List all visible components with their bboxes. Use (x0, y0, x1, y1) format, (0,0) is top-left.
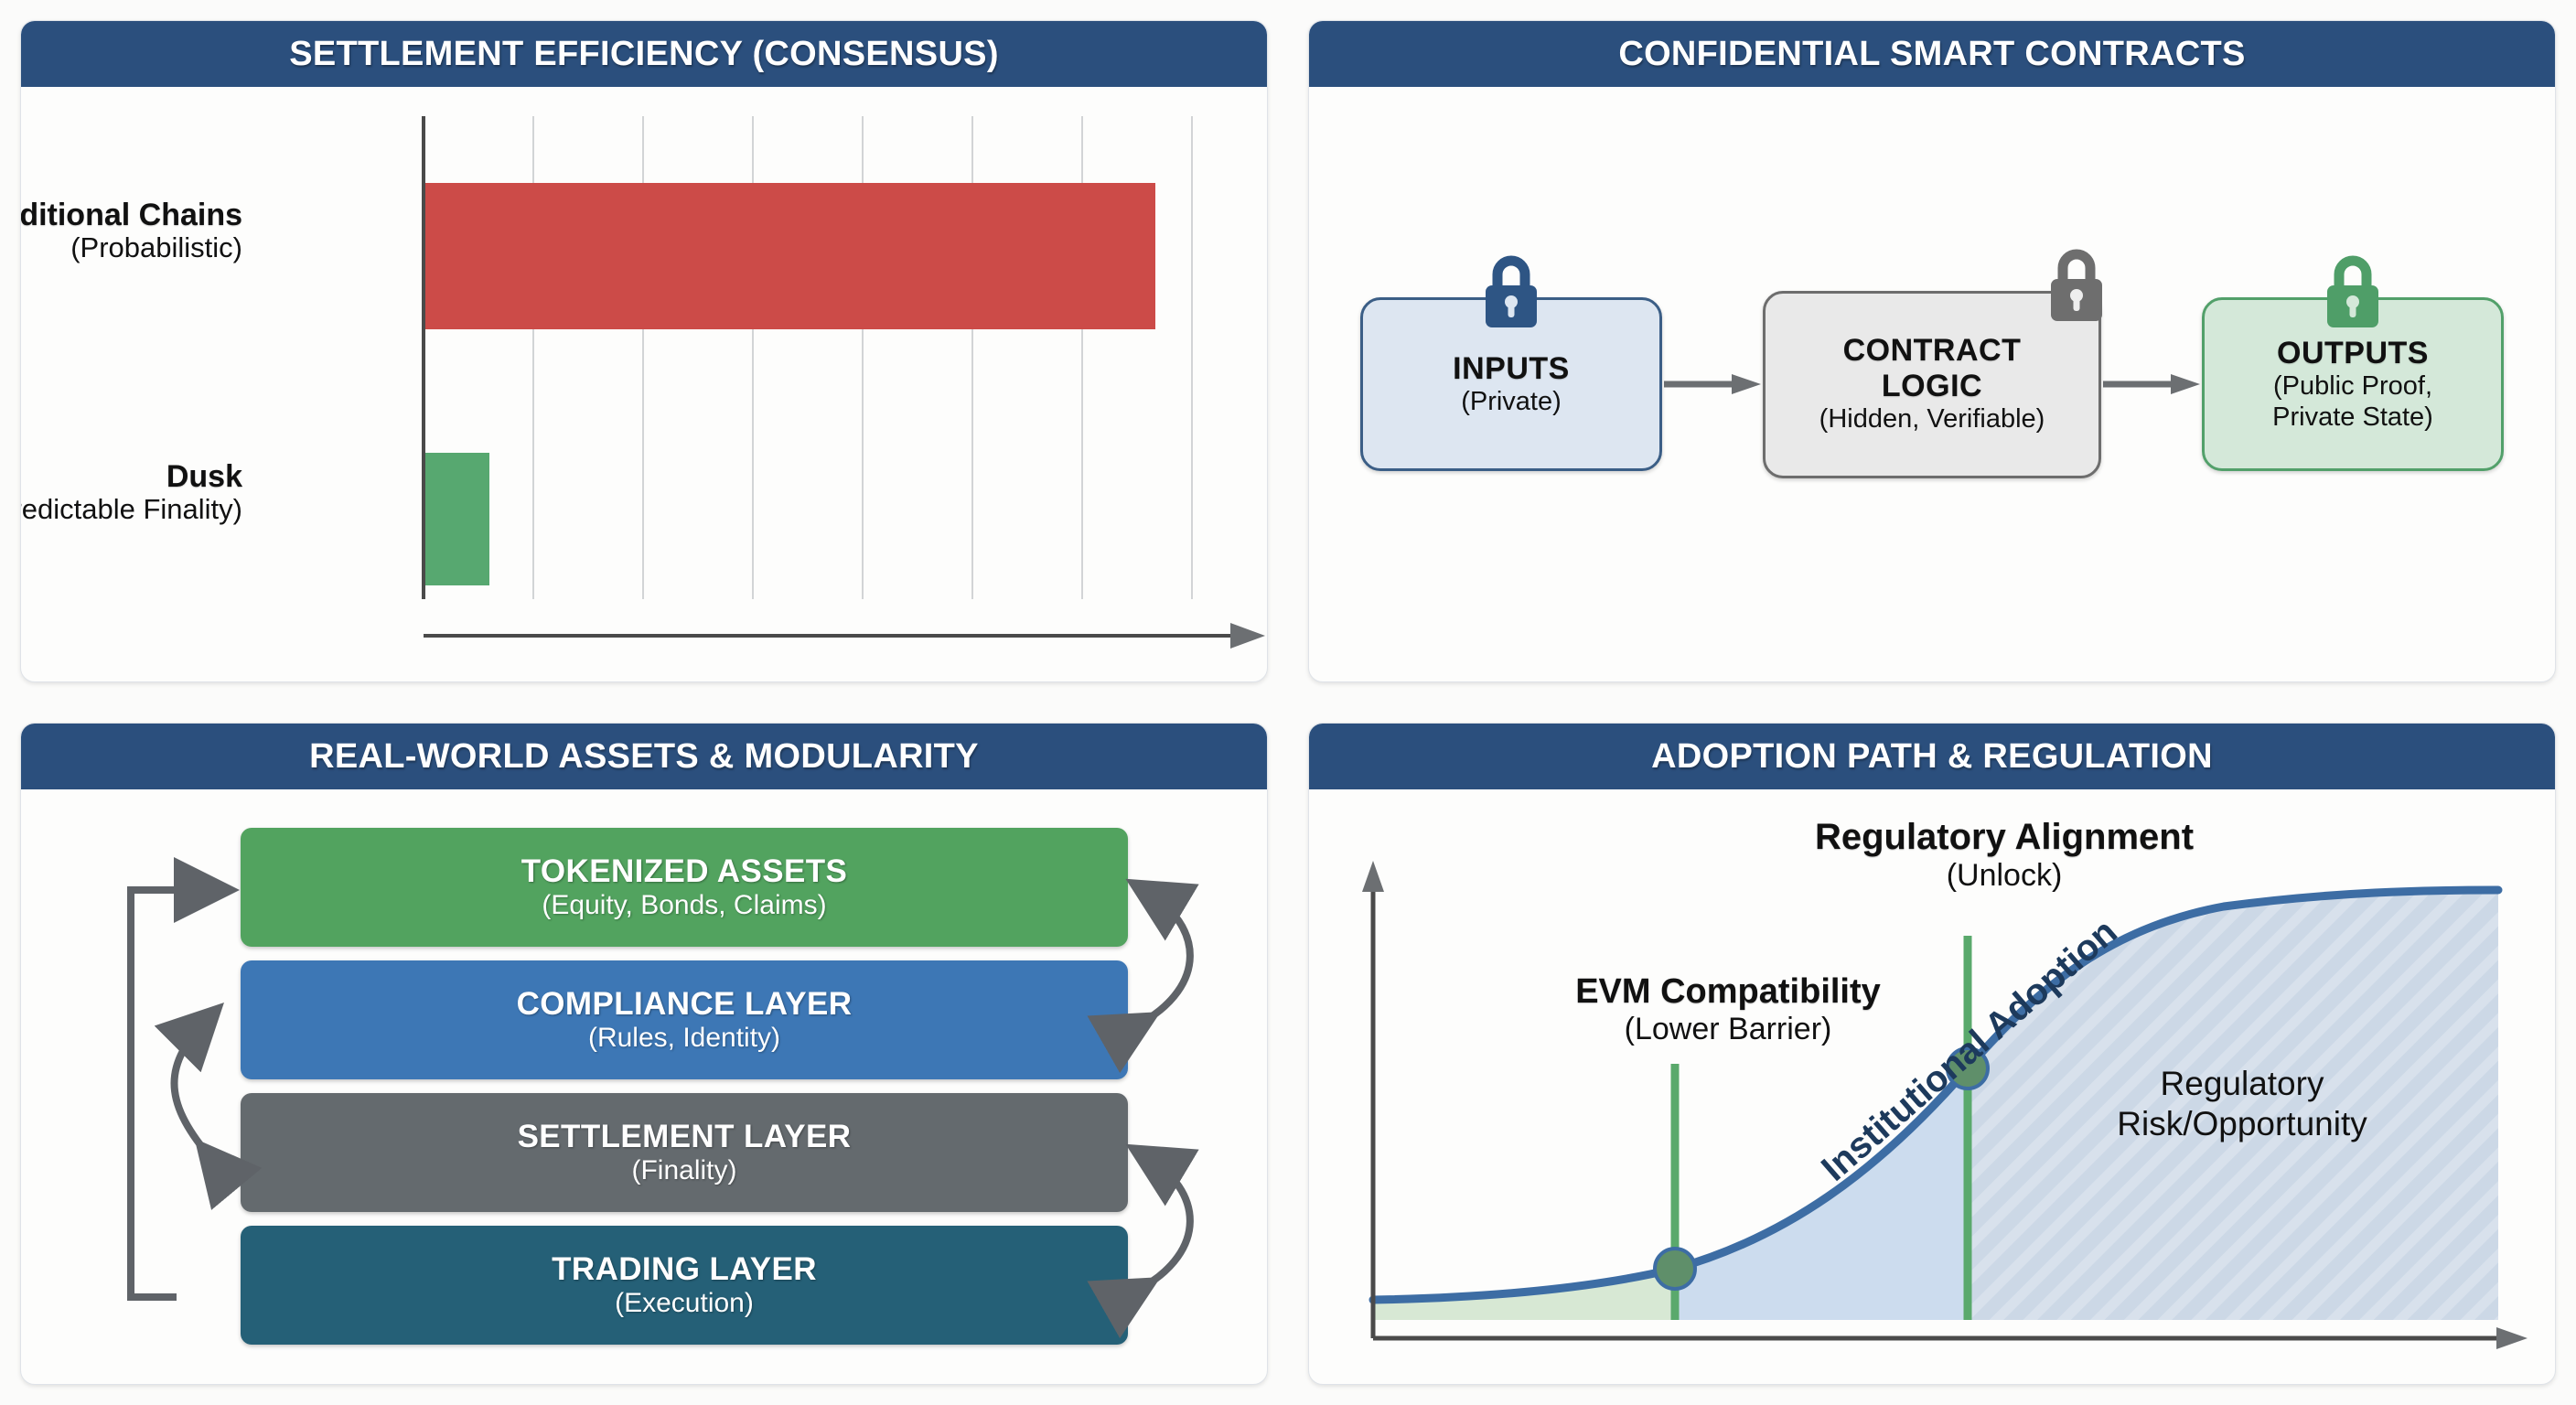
region-regulatory-hatched (1968, 890, 2498, 1320)
annotation-evm-sub: (Lower Barrier) (1624, 1011, 1832, 1046)
panel-confidential-smart-contracts: CONFIDENTIAL SMART CONTRACTS INPUTS (Pri… (1308, 20, 2556, 682)
flow-node-outputs-sub-line1: (Public Proof, (2272, 371, 2433, 402)
panel-contracts-body: INPUTS (Private) CONTRACT L (1309, 87, 2555, 681)
annotation-risk-line2: Risk/Opportunity (2117, 1105, 2367, 1143)
layer-settlement[interactable]: SETTLEMENT LAYER (Finality) (241, 1093, 1128, 1212)
bar-label-dusk: Dusk (Predictable Finality) (21, 459, 242, 526)
layer-tokenized-assets-sub: (Equity, Bonds, Claims) (542, 890, 827, 920)
annotation-alignment-sub: (Unlock) (1946, 857, 2063, 893)
layer-trading-sub: (Execution) (615, 1288, 754, 1318)
flow-node-outputs-sub-line2: Private State) (2272, 402, 2433, 432)
arrow-curve-compliance-to-tokenized (1087, 878, 1199, 1074)
chart-x-axis-arrow-icon (1230, 623, 1265, 649)
panel-settlement-header: SETTLEMENT EFFICIENCY (CONSENSUS) (21, 21, 1267, 87)
annotation-alignment-title: Regulatory Alignment (1814, 817, 2195, 857)
panel-contracts-title: CONFIDENTIAL SMART CONTRACTS (1618, 34, 2246, 73)
adoption-y-axis-arrow-icon (1362, 861, 1384, 892)
layer-trading[interactable]: TRADING LAYER (Execution) (241, 1226, 1128, 1345)
flow-node-outputs-title: OUTPUTS (2277, 336, 2429, 371)
panel-rwa-body: TOKENIZED ASSETS (Equity, Bonds, Claims)… (21, 789, 1267, 1384)
annotation-evm-title: EVM Compatibility (1575, 972, 1881, 1011)
lock-icon-blue (1486, 255, 1537, 327)
flow-node-logic-title-line1: CONTRACT (1842, 333, 2022, 369)
annotation-evm-compatibility: EVM Compatibility (Lower Barrier) (1536, 972, 1920, 1046)
flow-node-contract-logic[interactable]: CONTRACT LOGIC (Hidden, Verifiable) (1763, 249, 2102, 478)
annotation-regulatory-risk: Regulatory Risk/Opportunity (2023, 1064, 2462, 1145)
layer-compliance-sub: (Rules, Identity) (587, 1023, 781, 1053)
arrow-right-icon-2 (2103, 374, 2200, 394)
flow-node-inputs[interactable]: INPUTS (Private) (1360, 255, 1662, 471)
layer-compliance[interactable]: COMPLIANCE LAYER (Rules, Identity) (241, 960, 1128, 1079)
marker-dot-regulatory (1946, 1046, 1990, 1090)
layer-trading-title: TRADING LAYER (552, 1251, 817, 1287)
lock-icon-green (2327, 255, 2378, 327)
arrow-curve-settlement-to-compliance (154, 1003, 263, 1210)
region-regulatory-tint (1968, 890, 2498, 1320)
flow-node-inputs-sub: (Private) (1461, 386, 1562, 416)
settlement-bar-chart (422, 116, 1265, 649)
adoption-curve-chart: Institutional Adoption (1362, 861, 2528, 1349)
panel-settlement-body: Traditional Chains (Probabilistic) Dusk … (21, 87, 1267, 681)
annotation-risk-line1: Regulatory (2160, 1065, 2324, 1102)
lock-icon-gray (2051, 249, 2102, 321)
layer-settlement-title: SETTLEMENT LAYER (517, 1119, 852, 1154)
marker-dot-evm (1653, 1247, 1697, 1291)
flow-node-inputs-title: INPUTS (1453, 350, 1570, 386)
flow-node-logic-sub: (Hidden, Verifiable) (1819, 404, 2045, 434)
bar-label-traditional: Traditional Chains (Probabilistic) (20, 198, 242, 264)
panel-settlement-title: SETTLEMENT EFFICIENCY (CONSENSUS) (289, 34, 999, 73)
region-mid-blue (1675, 1068, 1968, 1320)
panel-contracts-header: CONFIDENTIAL SMART CONTRACTS (1309, 21, 2555, 87)
panel-real-world-assets: REAL-WORLD ASSETS & MODULARITY TOKENIZED… (20, 723, 1268, 1385)
arrow-loop-trading-to-tokenized (127, 857, 240, 1301)
panel-adoption-title: ADOPTION PATH & REGULATION (1651, 736, 2213, 776)
panel-settlement-efficiency: SETTLEMENT EFFICIENCY (CONSENSUS) Tradit… (20, 20, 1268, 682)
panel-adoption-body: Institutional Adoption EVM Compatibility… (1309, 789, 2555, 1384)
panel-rwa-title: REAL-WORLD ASSETS & MODULARITY (309, 736, 979, 776)
contract-flow: INPUTS (Private) CONTRACT L (1309, 87, 2555, 681)
layer-tokenized-assets[interactable]: TOKENIZED ASSETS (Equity, Bonds, Claims) (241, 828, 1128, 947)
annotation-regulatory-alignment: Regulatory Alignment (Unlock) (1748, 817, 2260, 893)
layer-compliance-title: COMPLIANCE LAYER (516, 986, 853, 1022)
adoption-x-axis-arrow-icon (2496, 1327, 2528, 1349)
flow-node-logic-title-line2: LOGIC (1881, 369, 1983, 404)
rwa-arrow-layer (127, 857, 1199, 1339)
layer-tokenized-assets-title: TOKENIZED ASSETS (521, 853, 848, 889)
layer-settlement-sub: (Finality) (631, 1155, 737, 1185)
panel-adoption-header: ADOPTION PATH & REGULATION (1309, 724, 2555, 789)
arrow-right-icon-1 (1664, 374, 1761, 394)
flow-node-outputs[interactable]: OUTPUTS (Public Proof, Private State) (2202, 255, 2504, 471)
bar-traditional-chains (424, 183, 1155, 329)
panel-rwa-header: REAL-WORLD ASSETS & MODULARITY (21, 724, 1267, 789)
bar-dusk (424, 453, 489, 585)
panel-adoption-path: ADOPTION PATH & REGULATION (1308, 723, 2556, 1385)
arrow-curve-trading-to-settlement (1087, 1143, 1199, 1339)
rwa-layer-stack: TOKENIZED ASSETS (Equity, Bonds, Claims)… (21, 789, 1267, 1384)
